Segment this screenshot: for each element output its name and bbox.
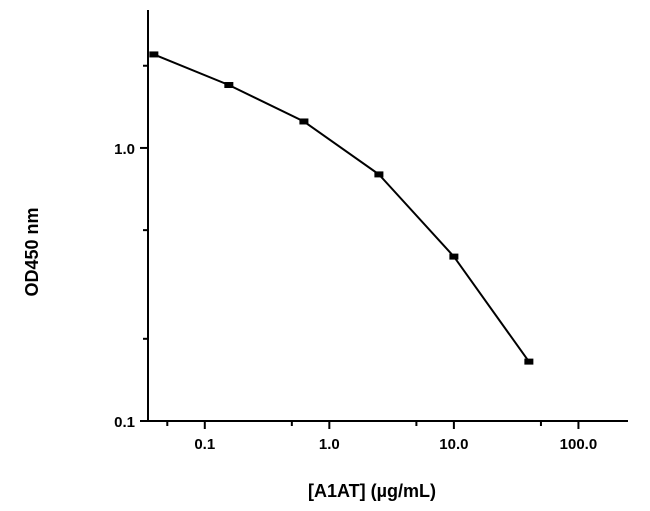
data-point-5: [524, 358, 534, 365]
ticks: 0.1 1.0 10.0 100.0 0.1 1.0: [114, 64, 598, 453]
x-tick-label-1: 1.0: [319, 436, 340, 453]
x-tick-label-3: 100.0: [560, 436, 598, 453]
axes: [147, 10, 628, 422]
data-series: [149, 51, 534, 365]
x-axis-title: [A1AT] (µg/mL): [308, 481, 436, 501]
data-point-2: [299, 118, 309, 125]
series-line-0: [153, 53, 530, 363]
data-point-1: [224, 82, 234, 89]
x-tick-label-0: 0.1: [194, 436, 215, 453]
data-point-3: [374, 171, 384, 178]
y-tick-label-1: 1.0: [114, 141, 135, 158]
y-axis-title: OD450 nm: [22, 207, 42, 296]
y-tick-label-0: 0.1: [114, 414, 135, 431]
data-point-0: [149, 51, 159, 58]
x-tick-label-2: 10.0: [439, 436, 468, 453]
data-point-4: [449, 253, 459, 260]
